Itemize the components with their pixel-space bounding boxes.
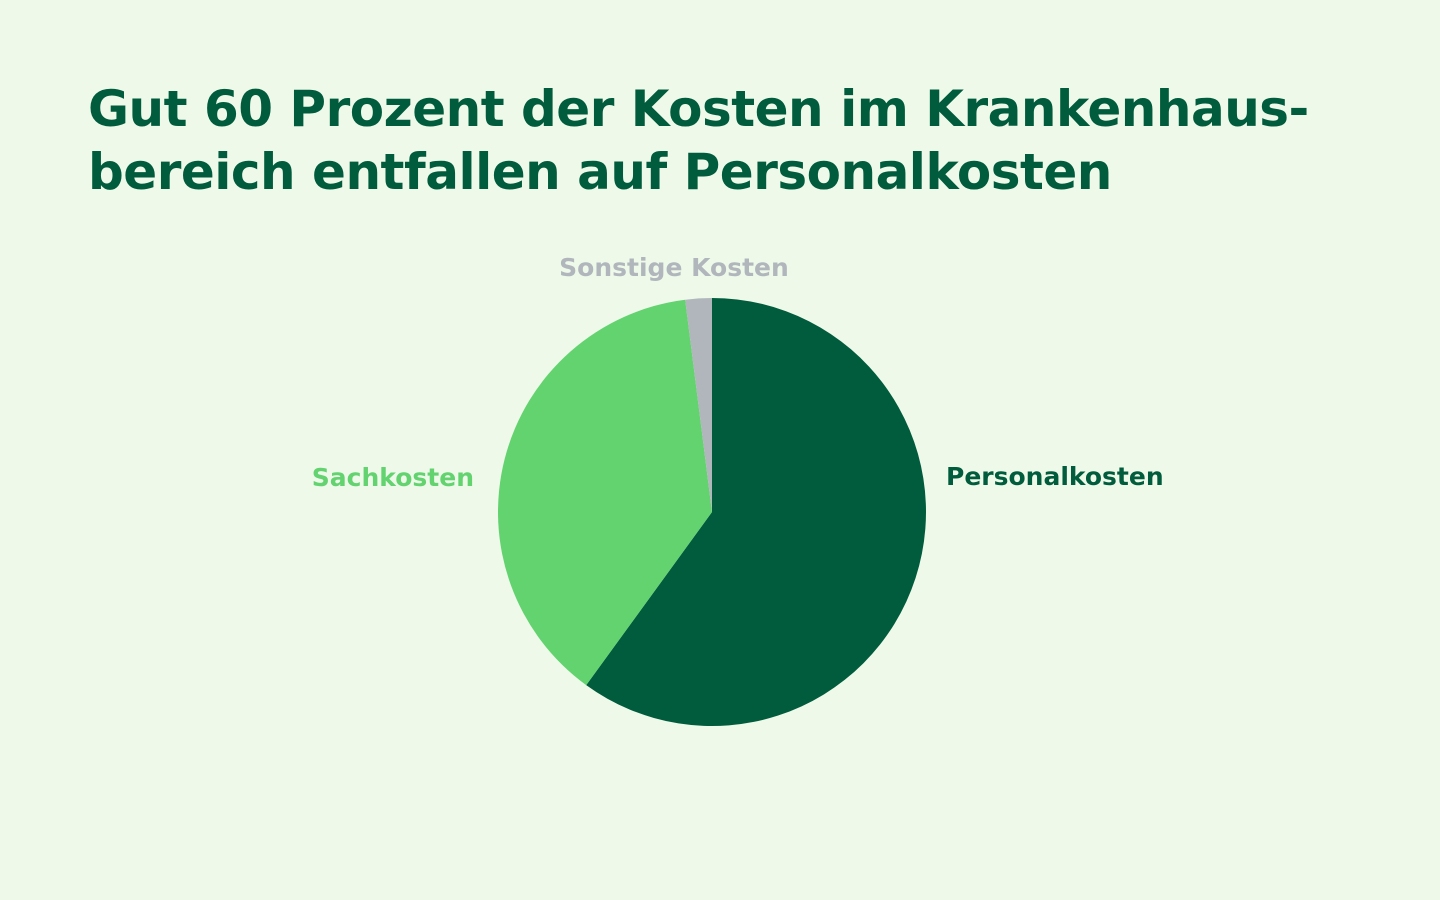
pie-slices xyxy=(497,298,926,726)
pie-slice-sonstige-kosten xyxy=(685,298,712,512)
slice-label-sonstige-kosten: Sonstige Kosten xyxy=(559,253,789,282)
slice-label-personalkosten: Personalkosten xyxy=(946,462,1164,491)
chart-title-line-2: bereich entfallen auf Personalkosten xyxy=(88,143,1112,201)
pie-slice-sachkosten xyxy=(497,299,712,686)
chart-title: Gut 60 Prozent der Kosten im Krankenhaus… xyxy=(88,78,1328,204)
pie-labels: Personalkosten Sachkosten Sonstige Kosten xyxy=(312,253,1164,492)
pie-slice-personalkosten xyxy=(586,298,926,726)
chart-title-line-1: Gut 60 Prozent der Kosten im Krankenhaus… xyxy=(88,80,1309,138)
slice-label-sachkosten: Sachkosten xyxy=(312,463,474,492)
